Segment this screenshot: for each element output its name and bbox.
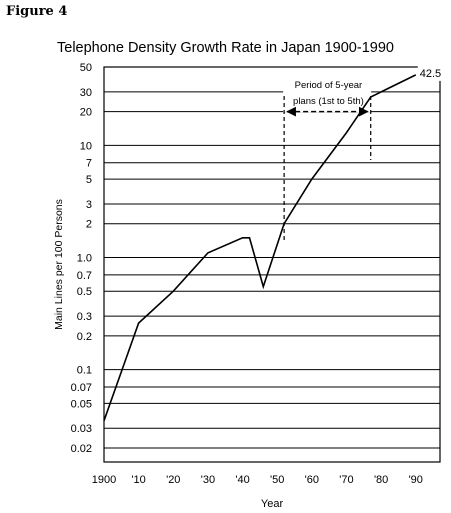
series-line-main-lines xyxy=(103,74,417,421)
y-tick-label: 0.5 xyxy=(77,286,92,298)
period-label-line1: Period of 5-year xyxy=(295,80,363,91)
chart-title: Telephone Density Growth Rate in Japan 1… xyxy=(57,40,394,56)
y-tick-label: 0.3 xyxy=(77,311,92,323)
y-tick-label: 0.05 xyxy=(71,398,92,410)
x-tick-label: '30 xyxy=(201,474,215,486)
y-tick-label: 1.0 xyxy=(77,252,92,264)
y-tick-label: 0.07 xyxy=(71,382,92,394)
y-tick-label: 0.02 xyxy=(71,443,92,455)
grid-lines xyxy=(104,66,440,449)
x-tick-label: '80 xyxy=(374,474,388,486)
period-label-line2: plans (1st to 5th) xyxy=(293,96,364,107)
x-tick-label: '60 xyxy=(305,474,319,486)
y-tick-label: 10 xyxy=(80,140,92,152)
y-tick-labels: 50 30 20 10 7 5 3 2 1.0 0.7 0.5 0.3 0.2 0.1 0.07 0.05 0.… xyxy=(71,62,92,455)
x-tick-label: '40 xyxy=(235,474,249,486)
y-tick-label: 2 xyxy=(86,219,92,231)
y-tick-label: 20 xyxy=(80,107,92,119)
x-tick-label: '70 xyxy=(339,474,353,486)
y-tick-label: 50 xyxy=(80,62,92,74)
plot-frame xyxy=(103,66,441,463)
y-tick-label: 7 xyxy=(86,158,92,170)
end-value-label: 42.5 xyxy=(420,68,441,80)
x-tick-label: '50 xyxy=(270,474,284,486)
y-tick-label: 3 xyxy=(86,199,92,211)
x-tick-label: '90 xyxy=(409,474,423,486)
period-label-background xyxy=(283,76,372,112)
end-value-background xyxy=(417,64,448,81)
x-tick-labels: 1900 '10 '20 '30 '40 '50 '60 '70 '80 '90 xyxy=(92,474,423,486)
y-tick-label: 0.1 xyxy=(77,365,92,377)
annotations: Period of 5-year plans (1st to 5th) 42.5 xyxy=(283,64,448,242)
y-tick-label: 0.03 xyxy=(71,423,92,435)
y-axis-label: Main Lines per 100 Persons xyxy=(53,199,65,330)
y-tick-label: 0.7 xyxy=(77,270,92,282)
x-axis-label: Year xyxy=(261,498,284,510)
y-tick-label: 30 xyxy=(80,87,92,99)
figure-label: Figure 4 xyxy=(6,4,68,19)
x-tick-label: '20 xyxy=(166,474,180,486)
y-tick-label: 5 xyxy=(86,174,92,186)
x-tick-label: 1900 xyxy=(92,474,116,486)
x-tick-label: '10 xyxy=(131,474,145,486)
y-tick-label: 0.2 xyxy=(77,331,92,343)
